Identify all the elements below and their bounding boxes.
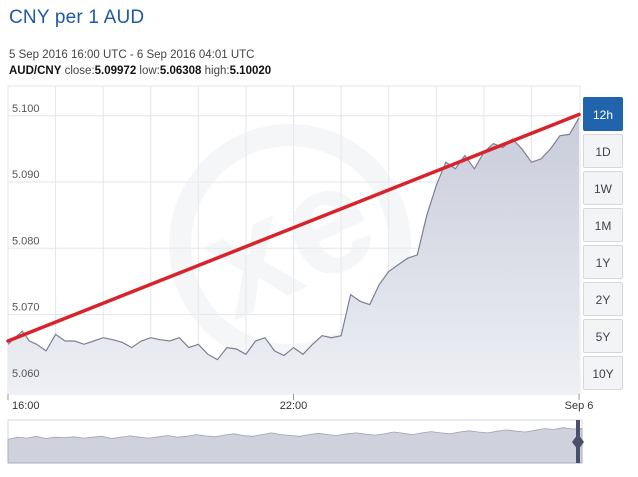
navigator-handle[interactable]: [572, 434, 584, 450]
high-label: high:: [204, 65, 230, 77]
date-range-text: 5 Sep 2016 16:00 UTC - 6 Sep 2016 04:01 …: [9, 49, 255, 61]
x-tick-label: 22:00: [280, 400, 308, 412]
stats-line: AUD/CNY close:5.09972 low:5.06308 high:5…: [9, 65, 271, 77]
navigator-area: [7, 427, 583, 464]
y-tick-label: 5.060: [12, 368, 40, 380]
range-button-5y[interactable]: 5Y: [583, 319, 623, 353]
navigator[interactable]: [7, 419, 584, 464]
low-value: 5.06308: [159, 65, 202, 77]
x-tick-label: 16:00: [12, 400, 40, 412]
range-button-12h[interactable]: 12h: [583, 97, 623, 131]
pair-label: AUD/CNY: [9, 65, 62, 77]
y-axis-labels: 5.060 5.070 5.080 5.090 5.100: [12, 103, 40, 380]
range-button-1d[interactable]: 1D: [583, 134, 623, 168]
range-button-1w[interactable]: 1W: [583, 171, 623, 205]
range-button-1y[interactable]: 1Y: [583, 245, 623, 279]
close-value: 5.09972: [94, 65, 137, 77]
page-title: CNY per 1 AUD: [9, 7, 145, 28]
y-tick-label: 5.080: [12, 235, 40, 247]
y-tick-label: 5.090: [12, 169, 40, 181]
range-button-10y[interactable]: 10Y: [583, 356, 623, 390]
range-button-1m[interactable]: 1M: [583, 208, 623, 242]
y-tick-label: 5.070: [12, 302, 40, 314]
price-line: [7, 117, 580, 361]
range-button-group: 12h 1D 1W 1M 1Y 2Y 5Y 10Y: [583, 97, 625, 393]
trend-line: [6, 112, 581, 343]
x-axis-labels: 16:00 22:00 Sep 6: [7, 394, 594, 412]
low-label: low:: [139, 65, 160, 77]
high-value: 5.10020: [229, 65, 272, 77]
y-tick-label: 5.100: [12, 103, 40, 115]
close-label: close:: [64, 65, 95, 77]
x-tick-label: Sep 6: [565, 400, 594, 412]
range-button-2y[interactable]: 2Y: [583, 282, 623, 316]
